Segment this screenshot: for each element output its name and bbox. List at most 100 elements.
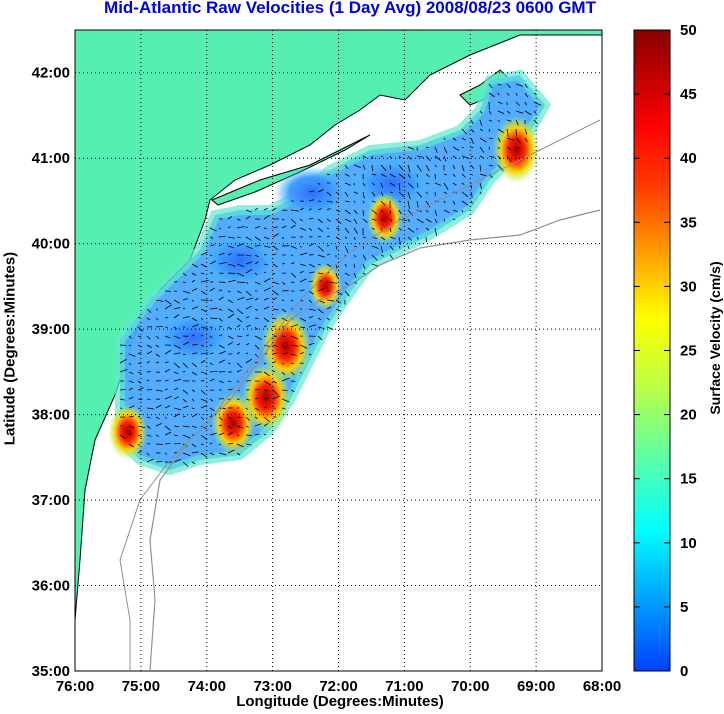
velocity-vector [227,225,231,229]
velocity-vector [137,335,142,338]
velocity-vector [200,334,204,337]
velocity-vector [209,254,213,257]
velocity-vector [488,146,490,150]
velocity-vector [281,263,285,265]
velocity-vector [209,326,213,328]
velocity-vector [515,101,521,107]
velocity-vector [254,407,260,411]
velocity-vector [155,434,160,438]
velocity-vector [281,308,287,313]
velocity-vector [407,155,412,160]
velocity-vector [524,92,529,98]
velocity-vector [173,344,181,349]
velocity-vector [299,263,307,267]
velocity-vector [317,288,325,292]
velocity-vector [128,344,132,347]
velocity-vector [245,316,250,319]
velocity-vector [164,335,171,339]
velocity-vector [497,164,504,172]
velocity-vector [227,236,235,239]
velocity-vector [182,405,189,409]
velocity-vector [371,191,376,197]
velocity-vector [182,452,191,456]
velocity-vector [470,128,475,133]
velocity-vector [209,407,215,412]
velocity-vector [299,245,302,248]
velocity-vector [452,137,457,141]
velocity-vector [218,334,223,337]
velocity-vector [452,200,456,205]
velocity-vector [236,416,243,418]
velocity-vector [497,92,500,96]
velocity-vector [209,442,213,445]
velocity-vector [191,299,194,302]
velocity-vector [173,407,182,411]
velocity-vector [191,407,195,410]
velocity-vector [335,245,338,250]
velocity-vector [263,207,268,211]
velocity-vector [461,146,465,149]
velocity-vector [272,233,279,238]
velocity-vector [209,317,218,319]
velocity-vector [263,245,271,248]
velocity-vector [236,281,245,283]
velocity-vector [479,182,483,190]
velocity-vector [254,308,259,311]
velocity-vector [290,262,295,265]
velocity-vector [173,387,179,391]
velocity-vector [254,272,258,276]
velocity-vector [137,416,141,418]
x-tick-label: 72:00 [319,678,357,695]
velocity-vector [326,227,330,230]
velocity-vector [209,227,217,232]
velocity-vector [191,324,199,328]
velocity-vector [209,287,216,292]
velocity-vector [452,146,460,151]
velocity-vector [227,380,232,383]
velocity-vector [326,306,332,310]
velocity-vector [245,352,249,355]
colorbar-tick-label: 40 [680,150,697,167]
velocity-vector [191,272,197,276]
velocity-vector [227,449,235,454]
velocity-vector [479,137,487,143]
velocity-vector [317,218,324,224]
velocity-vector [443,182,449,190]
velocity-vector [236,425,244,429]
velocity-vector [506,119,512,122]
velocity-vector [191,343,198,346]
velocity-vector [236,243,244,247]
velocity-vector [533,119,538,124]
velocity-vector [263,254,267,256]
velocity-vector [245,416,250,421]
velocity-vector [218,432,225,436]
velocity-vector [488,128,491,132]
velocity-vector [533,110,537,114]
velocity-vector [128,415,134,418]
velocity-vector [371,245,379,249]
velocity-vector [254,397,258,400]
velocity-vector [452,182,457,186]
velocity-vector [263,344,271,348]
velocity-vector [227,290,231,293]
velocity-vector [326,173,330,176]
velocity-vector [299,326,306,329]
velocity-vector [380,245,384,253]
velocity-vector [326,235,330,238]
velocity-vector [398,236,401,245]
velocity-vector [425,218,432,223]
velocity-vector [236,226,245,229]
velocity-vector [155,361,159,364]
velocity-vector [317,326,325,329]
velocity-vector [218,359,226,364]
velocity-vector [155,461,163,463]
velocity-vector [263,416,271,423]
velocity-vector [290,389,295,393]
velocity-vector [335,200,338,204]
velocity-vector [236,236,241,239]
velocity-vector [524,110,532,116]
velocity-vector [407,182,414,189]
velocity-vector [254,433,260,436]
colorbar-tick-label: 15 [680,471,697,488]
